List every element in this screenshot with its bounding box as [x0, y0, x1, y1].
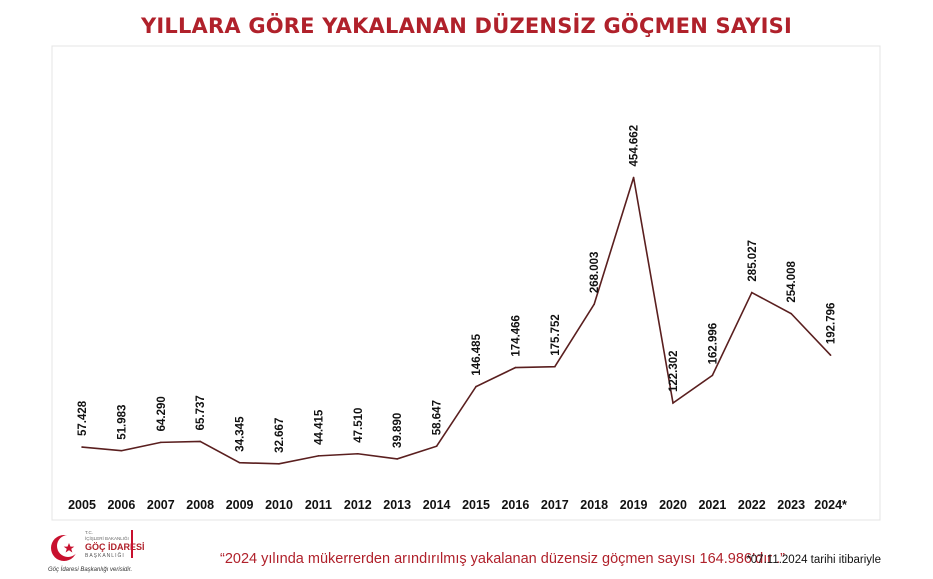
x-tick-label: 2019: [620, 498, 648, 512]
logo-presidency: BAŞKANLIĞI: [85, 552, 125, 559]
data-label: 51.983: [116, 405, 128, 440]
x-tick-label: 2021: [698, 498, 726, 512]
x-tick-label: 2016: [501, 498, 529, 512]
data-label: 65.737: [195, 395, 207, 430]
goc-idaresi-logo: T.C. İÇİŞLERİ BAKANLIĞI GÖÇ İDARESİ BAŞK…: [48, 528, 168, 574]
x-tick-label: 2011: [305, 498, 332, 512]
logo-caption: Göç İdaresi Başkanlığı verisidir.: [48, 566, 132, 573]
x-tick-label: 2013: [383, 498, 411, 512]
data-point: [672, 402, 674, 404]
data-point: [396, 458, 399, 460]
x-tick-label: 2018: [580, 498, 608, 512]
data-label: 34.345: [235, 416, 247, 452]
x-tick-label: 2009: [226, 498, 254, 512]
data-point: [160, 441, 162, 444]
chart-title: YILLARA GÖRE YAKALANAN DÜZENSİZ GÖÇMEN S…: [140, 14, 793, 38]
logo-ministry: İÇİŞLERİ BAKANLIĞI: [85, 535, 129, 541]
data-label: 268.003: [589, 252, 601, 294]
data-label: 122.302: [668, 350, 680, 392]
series-line: [81, 177, 832, 465]
data-point: [317, 455, 320, 457]
data-point: [829, 354, 832, 356]
x-tick-label: 2024*: [814, 498, 847, 512]
data-label: 44.415: [313, 409, 325, 445]
logo-name: GÖÇ İDARESİ: [85, 542, 145, 552]
x-tick-label: 2005: [68, 498, 96, 512]
data-label: 146.485: [471, 333, 483, 375]
data-label: 192.796: [826, 303, 838, 345]
x-tick-label: 2007: [147, 498, 175, 512]
data-point: [711, 374, 714, 377]
x-tick-label: 2010: [265, 498, 293, 512]
date-note: *07.11.2024 tarihi itibariyle: [746, 554, 881, 566]
data-point: [751, 291, 753, 294]
x-tick-label: 2015: [462, 498, 490, 512]
data-point: [514, 366, 517, 369]
star-icon: [63, 543, 75, 553]
data-point: [199, 440, 201, 443]
data-label: 57.428: [77, 400, 89, 436]
data-label: 285.027: [747, 240, 759, 282]
data-point: [120, 449, 123, 452]
data-label: 162.996: [707, 323, 719, 365]
logo-tc: T.C.: [85, 530, 93, 535]
data-label: 254.008: [786, 260, 798, 302]
x-tick-label: 2023: [777, 498, 805, 512]
data-point: [632, 176, 635, 179]
data-point: [554, 365, 556, 368]
data-point: [593, 303, 595, 305]
x-tick-label: 2006: [107, 498, 135, 512]
footnote-quote: “2024 yılında mükerrerden arındırılmış y…: [220, 551, 785, 567]
data-point: [357, 452, 359, 455]
x-tick-label: 2012: [344, 498, 372, 512]
data-label: 454.662: [629, 125, 641, 167]
x-tick-label: 2020: [659, 498, 687, 512]
x-tick-label: 2017: [541, 498, 569, 512]
data-point: [435, 445, 438, 448]
data-label: 64.290: [156, 396, 168, 431]
data-point: [81, 446, 83, 448]
data-point: [790, 312, 792, 315]
x-tick-label: 2014: [423, 498, 451, 512]
data-label: 175.752: [550, 314, 562, 356]
data-label: 32.667: [274, 418, 286, 453]
data-label: 47.510: [353, 408, 365, 443]
data-label: 39.890: [392, 413, 404, 448]
data-point: [475, 385, 477, 388]
data-point: [238, 461, 241, 464]
plot-frame: [51, 45, 881, 521]
data-label: 174.466: [510, 315, 522, 357]
data-label: 58.647: [432, 400, 444, 435]
data-point: [278, 463, 280, 465]
x-tick-label: 2022: [738, 498, 766, 512]
x-tick-label: 2008: [186, 498, 214, 512]
